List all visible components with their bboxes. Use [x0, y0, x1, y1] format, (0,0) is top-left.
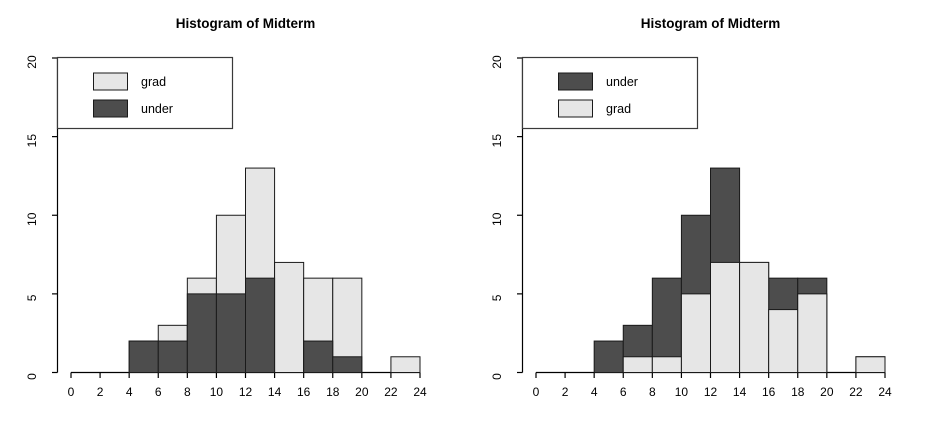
legend-box: [521, 56, 699, 130]
legend-label-under: under: [141, 102, 173, 116]
legend-swatch-grad: [558, 99, 593, 118]
histogram-panel-left: Histogram of Midterm 0 5 10 15 20 0 2 4 6 8 10 12 14 1…: [25, 16, 427, 399]
bar-grad-18: [797, 293, 828, 373]
bar-grad-16: [768, 309, 799, 374]
x-tick-label: 14: [733, 385, 747, 399]
y-tick-label: 10: [25, 212, 39, 226]
bar-under-4: [593, 340, 624, 373]
legend-box: [56, 56, 234, 130]
x-tick-label: 8: [649, 385, 656, 399]
x-tick-label: 8: [184, 385, 191, 399]
x-tick-label: 4: [591, 385, 598, 399]
bar-under-6: [157, 340, 188, 373]
x-tick-label: 16: [762, 385, 776, 399]
legend-label-under: under: [606, 75, 638, 89]
y-tick-label: 20: [25, 55, 39, 69]
x-tick-label: 0: [68, 385, 75, 399]
legend-label-grad: grad: [141, 75, 166, 89]
bar-under-10: [215, 293, 247, 373]
x-tick-label: 12: [704, 385, 718, 399]
y-tick-label: 20: [490, 55, 504, 69]
legend-swatch-under: [93, 99, 128, 118]
y-tick-label: 15: [25, 134, 39, 148]
x-tick-label: 6: [155, 385, 162, 399]
x-tick-label: 0: [533, 385, 540, 399]
x-tick-label: 4: [126, 385, 133, 399]
y-tick-label: 10: [490, 212, 504, 226]
y-tick-label: 5: [25, 294, 39, 301]
bar-under-18: [332, 356, 363, 373]
bar-grad-10: [680, 293, 712, 373]
x-tick-label: 20: [820, 385, 834, 399]
y-tick-label: 0: [25, 373, 39, 380]
x-tick-label: 14: [268, 385, 282, 399]
bar-grad-22: [855, 356, 886, 373]
x-tick-label: 18: [791, 385, 805, 399]
x-tick-label: 2: [97, 385, 104, 399]
histogram-panel-right: Histogram of Midterm 0 5 10 15 20 0 2 4 6 8 10 12 14 1…: [465, 0, 931, 446]
bar-under-8: [186, 293, 217, 373]
bar-grad-14: [274, 261, 305, 373]
legend-swatch-grad: [93, 72, 128, 91]
x-tick-label: 20: [355, 385, 369, 399]
x-tick-label: 18: [326, 385, 340, 399]
x-tick-label: 22: [849, 385, 863, 399]
x-tick-label: 12: [239, 385, 253, 399]
bar-grad-8: [651, 356, 682, 373]
bar-grad-12: [710, 261, 741, 373]
x-tick-label: 22: [384, 385, 398, 399]
bar-grad-22: [390, 356, 421, 373]
y-tick-label: 5: [490, 294, 504, 301]
x-tick-label: 6: [620, 385, 627, 399]
x-tick-label: 10: [675, 385, 689, 399]
bar-under-16: [303, 340, 334, 373]
chart-title: Histogram of Midterm: [641, 16, 781, 31]
bar-grad-6: [622, 356, 653, 373]
x-tick-label: 16: [297, 385, 311, 399]
x-tick-label: 2: [562, 385, 569, 399]
legend-label-grad: grad: [606, 102, 631, 116]
x-tick-label: 10: [210, 385, 224, 399]
y-tick-label: 15: [490, 134, 504, 148]
bar-under-12: [245, 277, 276, 373]
chart-title: Histogram of Midterm: [176, 16, 316, 31]
bar-under-4: [128, 340, 159, 373]
x-tick-label: 24: [413, 385, 427, 399]
x-tick-label: 24: [878, 385, 892, 399]
legend-swatch-under: [558, 72, 593, 91]
y-tick-label: 0: [490, 373, 504, 380]
bar-grad-14: [739, 261, 770, 373]
